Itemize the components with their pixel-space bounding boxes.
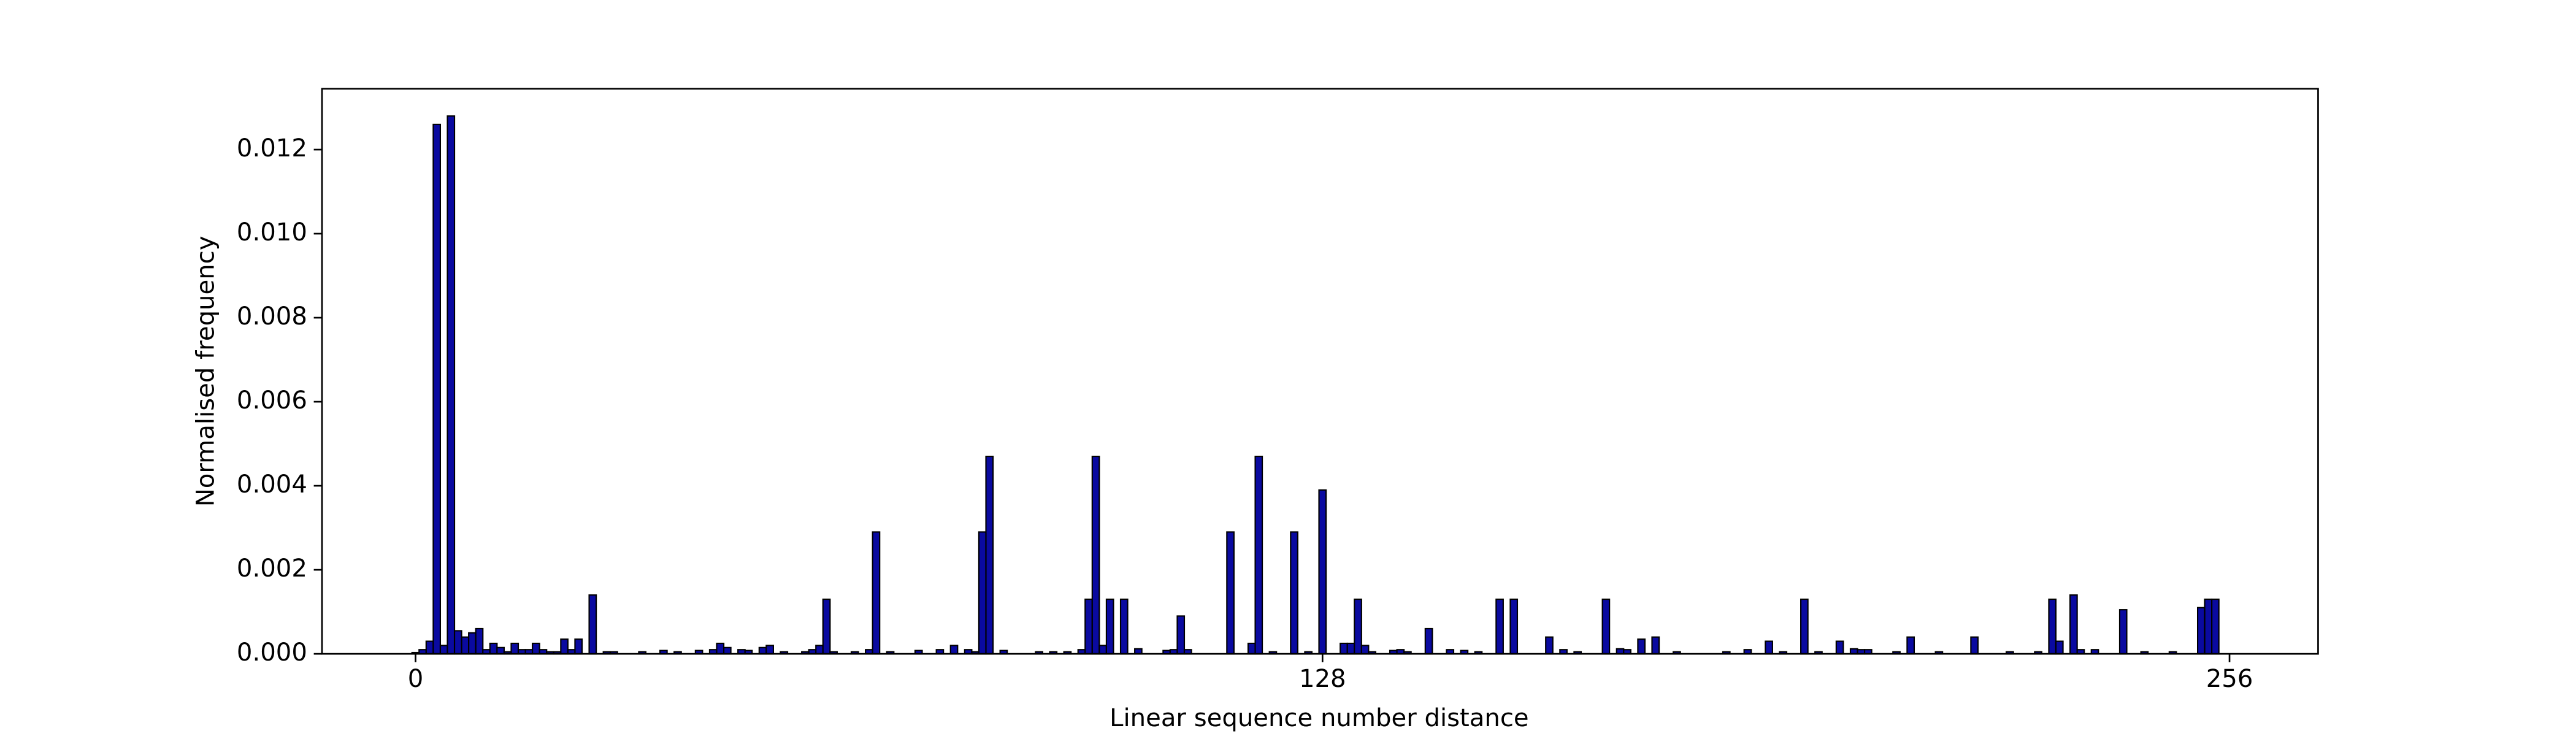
- bar: [560, 638, 569, 655]
- y-tick-label: 0.008: [237, 302, 307, 331]
- bar: [574, 638, 583, 655]
- bar: [1970, 636, 1979, 655]
- bar: [439, 645, 448, 655]
- x-tick-label: 128: [1299, 665, 1346, 693]
- bar: [453, 630, 462, 655]
- bar: [2069, 594, 2078, 655]
- bar: [2055, 640, 2064, 655]
- bar: [1545, 636, 1554, 655]
- x-axis-label: Linear sequence number distance: [1110, 704, 1528, 732]
- bar: [2204, 598, 2213, 655]
- y-tick-label: 0.002: [237, 554, 307, 583]
- bar: [1765, 640, 1773, 655]
- bar: [1254, 456, 1263, 655]
- bar: [532, 642, 540, 655]
- bar: [2048, 598, 2057, 655]
- bar: [1119, 598, 1129, 655]
- bar: [815, 645, 824, 655]
- bar: [1637, 638, 1646, 655]
- bar: [1098, 645, 1107, 655]
- bar: [447, 115, 456, 655]
- bar: [1835, 640, 1844, 655]
- bar: [1290, 531, 1298, 655]
- bar: [1340, 642, 1348, 655]
- bar: [1360, 645, 1370, 655]
- bar: [758, 646, 767, 655]
- bar: [489, 642, 498, 655]
- bar: [723, 646, 732, 655]
- bar: [949, 645, 959, 655]
- bar: [2196, 607, 2206, 655]
- bar: [1495, 598, 1504, 655]
- y-tick-label: 0.004: [237, 470, 307, 499]
- bar: [872, 531, 881, 655]
- bar: [1601, 598, 1611, 655]
- bar: [1226, 531, 1235, 655]
- bar: [432, 123, 442, 655]
- x-tick-label: 0: [408, 665, 424, 693]
- bar: [468, 632, 477, 655]
- bar: [978, 531, 987, 655]
- bar: [765, 645, 774, 655]
- y-axis-label: Normalised frequency: [192, 236, 220, 507]
- bar: [716, 642, 725, 655]
- bar: [510, 642, 519, 655]
- bar: [1091, 456, 1100, 655]
- bar: [1354, 598, 1362, 655]
- y-tick-label: 0.000: [237, 638, 307, 667]
- bar: [1105, 598, 1114, 655]
- bar: [2118, 609, 2128, 655]
- bar: [461, 636, 470, 655]
- bar: [1247, 642, 1256, 655]
- bar: [1424, 627, 1433, 655]
- plot-frame: [321, 88, 2319, 655]
- bar: [1509, 598, 1519, 655]
- y-tick-label: 0.012: [237, 134, 307, 163]
- bar: [425, 640, 434, 655]
- bar: [475, 627, 484, 655]
- bar: [1800, 598, 1809, 655]
- bar: [1318, 489, 1327, 655]
- y-tick-label: 0.010: [237, 218, 307, 247]
- bar: [496, 646, 505, 655]
- bar: [1346, 642, 1355, 655]
- bar: [1906, 636, 1915, 655]
- bar: [2211, 598, 2220, 655]
- bar: [1651, 636, 1660, 655]
- bar: [822, 598, 831, 655]
- bar: [1084, 598, 1093, 655]
- bar: [985, 456, 994, 655]
- bar: [1176, 615, 1186, 655]
- x-tick-label: 256: [2206, 665, 2253, 693]
- bar: [588, 594, 597, 655]
- y-tick-label: 0.006: [237, 386, 307, 415]
